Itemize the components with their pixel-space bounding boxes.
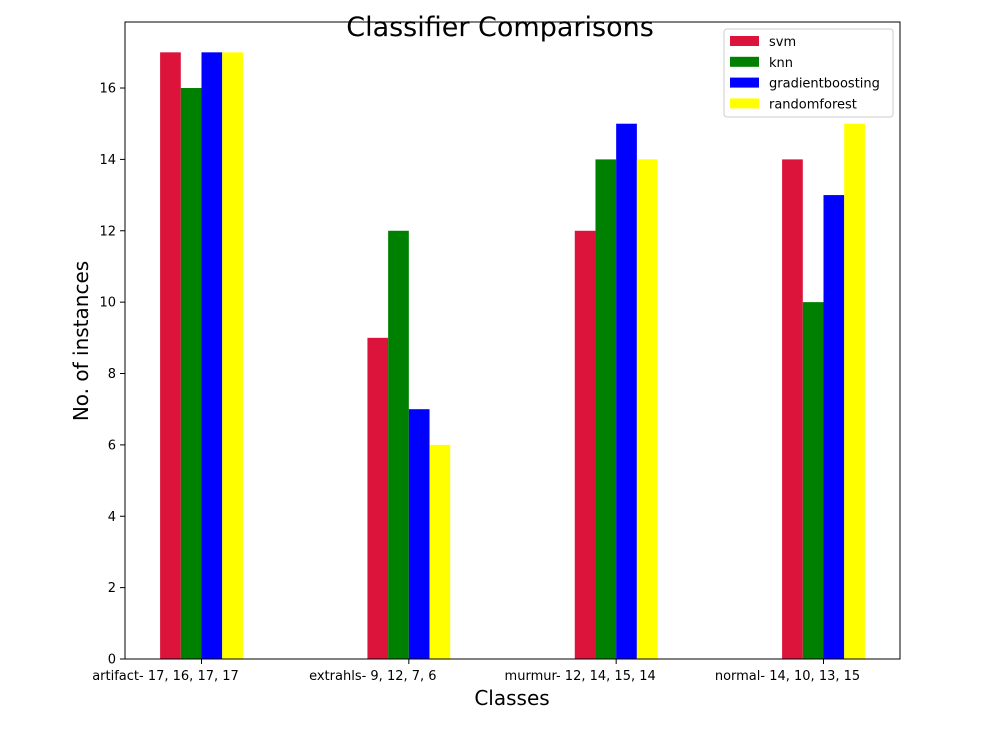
legend-label-randomforest: randomforest — [769, 97, 857, 112]
bar-gradientboosting-2 — [616, 123, 637, 660]
y-tick-label: 4 — [108, 510, 116, 525]
bar-gradientboosting-1 — [408, 409, 430, 659]
bar-randomforest-2 — [636, 159, 658, 659]
y-tick-label: 2 — [108, 581, 116, 596]
y-tick-label: 8 — [108, 367, 116, 382]
legend-swatch-svm — [730, 36, 759, 46]
y-tick-label: 14 — [99, 153, 116, 168]
bar-knn-0 — [180, 88, 202, 660]
x-tick-label: artifact- 17, 16, 17, 17 — [92, 669, 239, 684]
y-tick-label: 10 — [99, 296, 116, 311]
x-tick-label: extrahls- 9, 12, 7, 6 — [309, 669, 436, 684]
legend: svm knn gradientboosting randomforest — [723, 28, 894, 118]
bar-knn-3 — [802, 302, 824, 659]
y-tick-label: 0 — [108, 653, 116, 668]
y-tick-label: 6 — [108, 438, 116, 453]
bar-knn-1 — [388, 230, 409, 659]
bar-svm-2 — [574, 230, 596, 659]
bar-gradientboosting-0 — [201, 52, 223, 660]
bar-svm-3 — [782, 159, 803, 659]
legend-swatch-knn — [730, 56, 759, 67]
y-tick-label: 16 — [99, 82, 116, 97]
legend-swatch-randomforest — [730, 98, 759, 109]
y-axis: 0 2 4 6 8 10 12 14 16 — [99, 82, 125, 668]
bar-svm-0 — [160, 52, 181, 660]
x-axis-label: Classes — [474, 686, 549, 710]
bar-knn-2 — [595, 159, 617, 659]
bar-randomforest-3 — [844, 123, 865, 660]
x-axis: artifact- 17, 16, 17, 17 extrahls- 9, 12,… — [92, 659, 860, 684]
legend-box — [723, 28, 894, 118]
x-tick-label: murmur- 12, 14, 15, 14 — [505, 669, 656, 684]
x-tick-label: normal- 14, 10, 13, 15 — [715, 669, 860, 684]
bars-group — [160, 52, 865, 660]
legend-label-svm: svm — [769, 35, 796, 50]
bar-randomforest-0 — [222, 52, 243, 660]
chart-title: Classifier Comparisons — [346, 12, 654, 43]
bar-randomforest-1 — [429, 444, 451, 659]
y-axis-label: No. of instances — [69, 261, 93, 421]
legend-label-knn: knn — [769, 56, 793, 71]
bar-svm-1 — [367, 337, 389, 659]
legend-label-gradientboosting: gradientboosting — [769, 77, 880, 92]
y-tick-label: 12 — [99, 224, 116, 239]
bar-gradientboosting-3 — [823, 195, 845, 659]
plot-frame — [124, 21, 901, 660]
legend-swatch-gradientboosting — [730, 77, 759, 88]
